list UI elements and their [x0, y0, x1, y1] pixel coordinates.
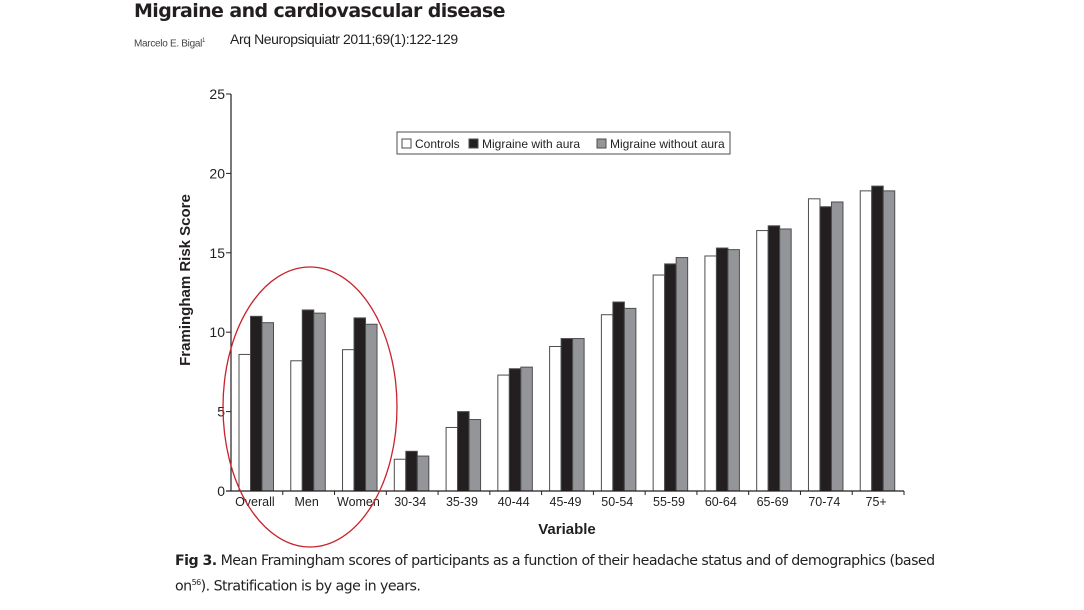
x-tick-label: 65-69	[757, 495, 789, 509]
bar-migraine-without-aura-55-59	[675, 257, 689, 492]
bar-controls-60-64	[704, 255, 717, 492]
bar-migraine-with-aura-35-39	[457, 411, 470, 492]
legend-label-migraine-with-aura: Migraine with aura	[482, 137, 580, 151]
y-tick-label: 15	[209, 245, 225, 261]
bar-migraine-without-aura-75+	[882, 190, 896, 492]
x-axis-title: Variable	[538, 521, 596, 538]
bar-migraine-with-aura-45-49	[560, 338, 574, 492]
legend-label-migraine-without-aura: Migraine without aura	[610, 137, 725, 151]
x-tick-label: 60-64	[705, 495, 737, 509]
caption-reference: 56	[191, 578, 202, 587]
bar-controls-40-44	[497, 374, 510, 492]
bar-migraine-without-aura-overall	[261, 322, 274, 492]
legend: Controls Migraine with aura Migraine witho…	[396, 131, 731, 155]
bar-migraine-with-aura-55-59	[664, 263, 677, 492]
journal-citation: Arq Neuropsiquiatr 2011;69(1):122-129	[230, 31, 458, 47]
x-tick-label: 45-49	[550, 495, 582, 509]
bar-migraine-with-aura-men	[301, 309, 315, 492]
author-text: Marcelo E. Bigal	[134, 38, 203, 50]
bar-controls-75+	[859, 190, 873, 492]
caption-text: Mean Framingham scores of participants a…	[175, 553, 935, 595]
author-name: Marcelo E. Bigal1	[134, 38, 205, 49]
x-tick-label: Men	[294, 495, 318, 509]
bar-controls-45-49	[549, 345, 562, 492]
bar-migraine-with-aura-75+	[871, 185, 884, 492]
x-tick-label: Women	[337, 495, 380, 509]
bar-controls-35-39	[445, 426, 459, 492]
x-tick-label: 35-39	[446, 495, 478, 509]
y-tick-label: 0	[217, 483, 225, 499]
x-tick-label: 55-59	[653, 495, 685, 509]
bar-migraine-without-aura-70-74	[830, 201, 844, 492]
y-tick-label: 10	[209, 324, 225, 340]
bar-migraine-with-aura-40-44	[508, 368, 522, 492]
bar-migraine-with-aura-women	[353, 317, 367, 492]
figure-caption: Fig 3. Mean Framingham scores of partici…	[175, 551, 935, 598]
bar-migraine-with-aura-65-69	[767, 225, 781, 492]
highlight-ellipse	[222, 266, 398, 548]
x-tick-label: 75+	[866, 495, 887, 509]
legend-swatch-controls	[401, 138, 412, 149]
axes-group: Overall Men Women 30-34 35-39 40-44 45-49 50-54…	[209, 86, 905, 509]
bars-group	[238, 185, 896, 492]
bar-controls-men	[290, 360, 303, 492]
legend-box	[396, 131, 731, 155]
author-affiliation-sup: 1	[202, 38, 206, 44]
x-tick-label: Overall	[235, 495, 275, 509]
y-tick-label: 5	[217, 404, 225, 420]
bar-migraine-with-aura-60-64	[715, 247, 729, 492]
bar-migraine-without-aura-65-69	[779, 228, 792, 492]
bar-migraine-without-aura-45-49	[572, 338, 585, 492]
bar-migraine-with-aura-70-74	[819, 206, 832, 492]
bar-migraine-without-aura-women	[365, 323, 378, 492]
bar-controls-55-59	[652, 274, 666, 492]
bar-migraine-with-aura-30-34	[405, 450, 418, 492]
bar-controls-70-74	[807, 198, 821, 492]
legend-swatch-migraine-without-aura	[596, 138, 607, 149]
bar-migraine-with-aura-overall	[250, 315, 263, 492]
bar-controls-women	[342, 349, 355, 492]
paper-title: Migraine and cardiovascular disease	[134, 0, 505, 22]
bar-controls-30-34	[393, 458, 407, 492]
x-tick-label: 70-74	[808, 495, 840, 509]
bar-controls-65-69	[756, 230, 769, 492]
bar-controls-50-54	[600, 314, 614, 492]
bar-migraine-without-aura-men	[313, 312, 326, 492]
x-tick-label: 40-44	[498, 495, 530, 509]
legend-swatch-migraine-with-aura	[468, 138, 479, 149]
caption-label: Fig 3.	[175, 553, 217, 569]
y-axis-title: Framingham Risk Score	[177, 194, 194, 366]
bar-migraine-without-aura-35-39	[468, 419, 482, 492]
bar-migraine-without-aura-50-54	[623, 307, 637, 492]
bar-migraine-without-aura-40-44	[520, 366, 533, 492]
y-tick-label: 25	[209, 86, 225, 102]
x-tick-label: 50-54	[601, 495, 633, 509]
y-tick-label: 20	[209, 165, 225, 181]
caption-text-end: ). Stratification is by age in years.	[200, 578, 421, 595]
x-tick-label: 30-34	[394, 495, 426, 509]
bar-migraine-without-aura-60-64	[727, 249, 740, 492]
bar-migraine-without-aura-30-34	[416, 455, 430, 492]
bar-controls-overall	[238, 353, 251, 492]
bar-migraine-with-aura-50-54	[612, 301, 625, 492]
legend-label-controls: Controls	[415, 137, 460, 151]
